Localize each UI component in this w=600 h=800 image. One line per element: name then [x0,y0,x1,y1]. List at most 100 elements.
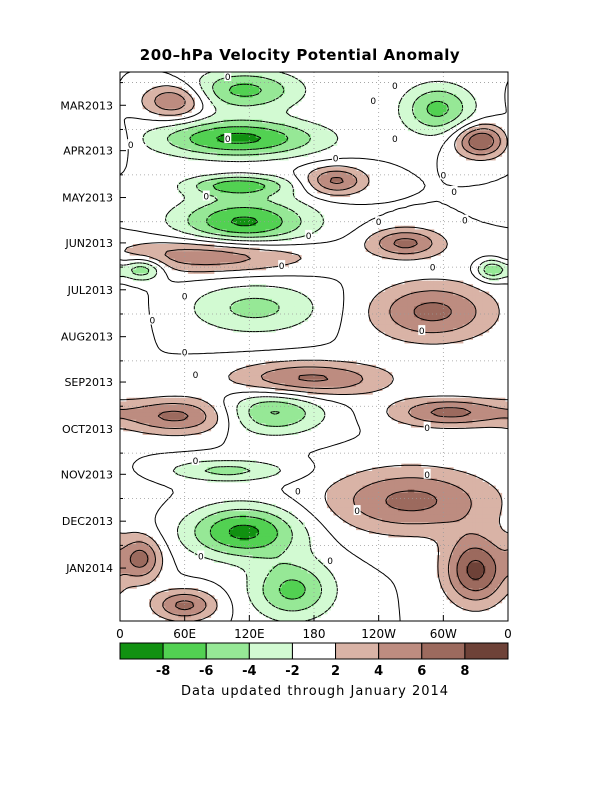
anomaly-cell [191,200,195,205]
anomaly-cell [456,119,461,124]
anomaly-cell [288,75,292,80]
anomaly-cell [226,93,231,99]
anomaly-cell [252,112,257,117]
anomaly-cell [427,244,431,249]
anomaly-cell [217,295,221,300]
anomaly-cell [217,97,221,102]
anomaly-cell [430,86,435,91]
anomaly-cell [194,255,199,260]
anomaly-cell [223,262,228,267]
anomaly-cell [226,86,231,91]
anomaly-cell [217,207,221,212]
anomaly-cell [440,244,444,249]
anomaly-cell [229,251,234,256]
anomaly-cell [420,284,425,289]
anomaly-cell [226,233,231,238]
anomaly-cell [436,86,441,91]
anomaly-cell [446,126,451,132]
anomaly-cell [191,265,195,271]
anomaly-cell [246,72,250,77]
anomaly-cell [249,86,254,91]
anomaly-cell [456,291,461,296]
anomaly-cell [210,225,215,230]
anomaly-cell [252,255,257,260]
anomaly-cell [220,79,225,84]
anomaly-cell [278,156,283,161]
anomaly-cell [220,251,225,256]
anomaly-cell [233,192,237,198]
anomaly-cell [304,148,309,154]
anomaly-cell [165,218,170,223]
anomaly-cell [414,302,419,307]
anomaly-cell [223,101,228,106]
anomaly-cell [220,93,225,99]
anomaly-cell [233,295,237,300]
anomaly-cell [469,298,474,304]
anomaly-cell [278,218,283,223]
anomaly-cell [233,196,237,201]
anomaly-cell [495,265,499,271]
anomaly-cell [242,298,247,304]
anomaly-cell [200,119,205,124]
anomaly-cell [259,200,263,205]
anomaly-cell [449,93,454,99]
anomaly-cell [381,291,386,296]
anomaly-cell [394,236,399,241]
anomaly-cell [456,90,461,95]
anomaly-cell [242,75,247,80]
anomaly-cell [165,214,170,219]
anomaly-cell [420,108,425,113]
anomaly-cell [372,302,377,307]
anomaly-cell [427,115,431,121]
anomaly-cell [200,134,205,139]
anomaly-cell [242,145,247,150]
anomaly-cell [191,126,195,132]
anomaly-cell [459,97,464,102]
anomaly-cell [242,185,247,190]
anomaly-cell [307,178,312,183]
anomaly-cell [236,196,241,201]
anomaly-cell [242,79,247,84]
anomaly-cell [407,233,412,238]
anomaly-cell [288,86,292,91]
anomaly-cell [226,211,231,216]
anomaly-cell [414,123,419,128]
anomaly-cell [236,222,241,227]
anomaly-cell [262,93,267,99]
anomaly-cell [197,258,202,263]
anomaly-cell [217,247,221,252]
anomaly-cell [236,200,241,205]
anomaly-cell [233,203,237,209]
anomaly-cell [184,265,189,271]
anomaly-cell [275,115,280,121]
anomaly-cell [453,280,457,285]
anomaly-cell [255,145,260,150]
anomaly-cell [407,101,412,106]
anomaly-cell [207,295,212,300]
anomaly-cell [414,291,419,296]
anomaly-cell [210,79,215,84]
anomaly-cell [220,126,225,132]
anomaly-cell [184,196,189,201]
anomaly-cell [249,258,254,263]
anomaly-cell [171,134,176,139]
anomaly-cell [239,298,244,304]
anomaly-cell [320,145,325,150]
anomaly-cell [427,119,431,124]
anomaly-cell [271,108,276,113]
anomaly-cell [229,97,234,102]
anomaly-cell [210,141,215,146]
anomaly-cell [268,291,273,296]
anomaly-cell [223,178,228,183]
anomaly-cell [278,119,283,124]
anomaly-cell [249,262,254,267]
anomaly-cell [191,211,195,216]
anomaly-cell [229,119,234,124]
anomaly-cell [246,115,250,121]
anomaly-cell [220,211,225,216]
anomaly-cell [197,200,202,205]
anomaly-cell [291,233,296,238]
anomaly-cell [495,262,499,267]
anomaly-cell [233,137,237,143]
anomaly-cell [268,181,273,187]
